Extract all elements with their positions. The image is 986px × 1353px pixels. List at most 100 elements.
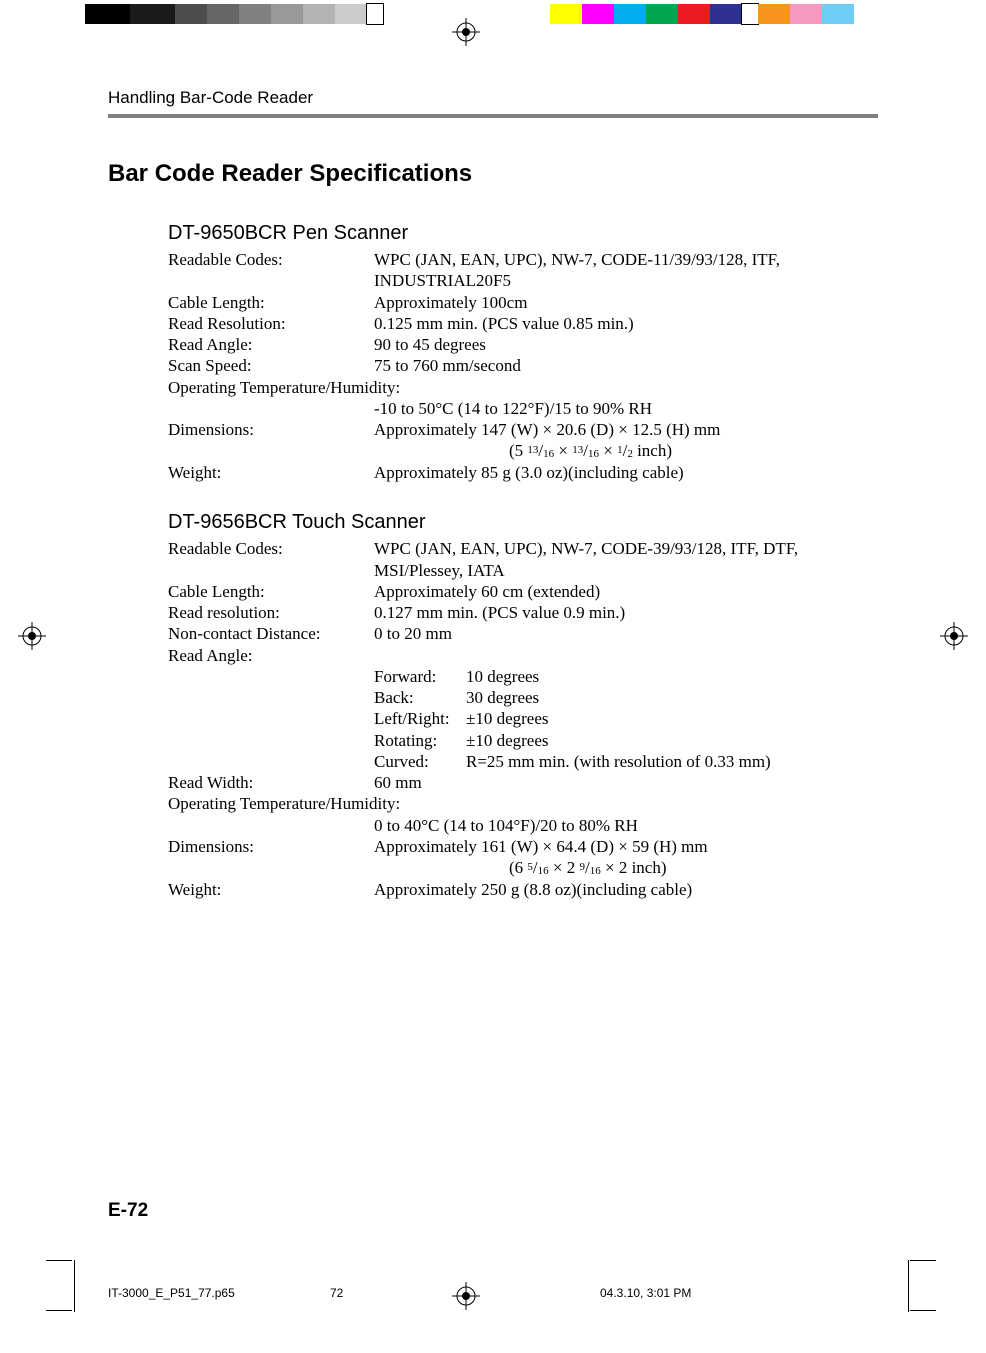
crop-mark (908, 1286, 909, 1312)
touch-readable-codes: WPC (JAN, EAN, UPC), NW-7, CODE-39/93/12… (374, 538, 878, 581)
label-noncontact: Non-contact Distance: (168, 623, 374, 644)
pen-dim-pre: (5 (509, 441, 527, 460)
touch-cable-length: Approximately 60 cm (extended) (374, 581, 878, 602)
pen-f2d: 16 (588, 448, 599, 460)
touch-noncontact: 0 to 20 mm (374, 623, 878, 644)
registration-mark-icon (452, 18, 480, 46)
touch-weight: Approximately 250 g (8.8 oz)(including c… (374, 879, 878, 900)
pen-dim-inch: (5 13/16 × 13/16 × 1/2 inch) (168, 440, 878, 462)
color-swatch (582, 4, 614, 24)
touch-f2d: 16 (590, 865, 601, 877)
touch-scanner-section: DT-9656BCR Touch Scanner Readable Codes:… (168, 511, 878, 900)
label-weight-2: Weight: (168, 879, 374, 900)
printer-color-bar (0, 4, 986, 24)
color-swatch (207, 4, 239, 24)
color-swatch (678, 4, 710, 24)
crop-mark (908, 1260, 909, 1286)
pen-dim-mid2: × (599, 441, 617, 460)
pen-readable-codes: WPC (JAN, EAN, UPC), NW-7, CODE-11/39/93… (374, 249, 878, 292)
angle-lr-k: Left/Right: (374, 708, 466, 729)
color-swatch (614, 4, 646, 24)
label-op-temp: Operating Temperature/Humidity: (168, 377, 878, 398)
angle-back-k: Back: (374, 687, 466, 708)
slug-timestamp: 04.3.10, 3:01 PM (600, 1286, 691, 1300)
running-head: Handling Bar-Code Reader (108, 88, 878, 108)
crop-mark (74, 1260, 75, 1286)
pen-dimensions: Approximately 147 (W) × 20.6 (D) × 12.5 … (374, 419, 878, 440)
pen-cable-length: Approximately 100cm (374, 292, 878, 313)
registration-mark-icon (452, 1282, 480, 1310)
color-swatch (175, 4, 207, 24)
slug-page: 72 (330, 1286, 343, 1300)
color-swatch (271, 4, 303, 24)
crop-mark (910, 1260, 936, 1261)
pen-op-temp: -10 to 50°C (14 to 122°F)/15 to 90% RH (168, 398, 878, 419)
pen-f1n: 13 (527, 444, 538, 456)
page-number: E-72 (108, 1200, 148, 1222)
angle-rot-k: Rotating: (374, 730, 466, 751)
color-swatch (550, 4, 582, 24)
pen-dim-mid1: × (554, 441, 572, 460)
touch-dim-mid2: × 2 inch) (601, 858, 667, 877)
crop-mark (74, 1286, 75, 1312)
pen-f1d: 16 (543, 448, 554, 460)
crop-mark (46, 1310, 72, 1311)
touch-f1d: 16 (538, 865, 549, 877)
angle-rot-v: ±10 degrees (466, 730, 878, 751)
color-swatch (710, 4, 742, 24)
angle-forward-v: 10 degrees (466, 666, 878, 687)
angle-curved-k: Curved: (374, 751, 466, 772)
pen-model: DT-9650BCR Pen Scanner (168, 222, 878, 245)
color-swatch (758, 4, 790, 24)
label-dimensions: Dimensions: (168, 419, 374, 440)
label-read-width: Read Width: (168, 772, 374, 793)
label-read-resolution: Read Resolution: (168, 313, 374, 334)
pen-f3n: 1 (617, 444, 623, 456)
color-swatch (85, 4, 130, 24)
angle-forward-k: Forward: (374, 666, 466, 687)
pen-f2n: 13 (572, 444, 583, 456)
touch-dim-inch: (6 5/16 × 2 9/16 × 2 inch) (168, 857, 878, 879)
pen-scanner-section: DT-9650BCR Pen Scanner Readable Codes: W… (168, 222, 878, 483)
touch-read-angle-label: Read Angle: (168, 645, 878, 666)
color-swatch (303, 4, 335, 24)
header-rule (108, 114, 878, 118)
crop-mark (910, 1310, 936, 1311)
label-cable-length-2: Cable Length: (168, 581, 374, 602)
touch-dim-pre: (6 (509, 858, 527, 877)
label-read-angle: Read Angle: (168, 334, 374, 355)
touch-read-resolution: 0.127 mm min. (PCS value 0.9 min.) (374, 602, 878, 623)
label-cable-length: Cable Length: (168, 292, 374, 313)
color-swatch (790, 4, 822, 24)
label-readable-codes: Readable Codes: (168, 249, 374, 292)
pen-read-angle: 90 to 45 degrees (374, 334, 878, 355)
touch-read-width: 60 mm (374, 772, 878, 793)
registration-mark-icon (940, 622, 968, 650)
label-op-temp-2: Operating Temperature/Humidity: (168, 793, 878, 814)
angle-lr-v: ±10 degrees (466, 708, 878, 729)
pen-weight: Approximately 85 g (3.0 oz)(including ca… (374, 462, 878, 483)
pen-scan-speed: 75 to 760 mm/second (374, 355, 878, 376)
page-title: Bar Code Reader Specifications (108, 160, 878, 188)
color-swatch (742, 4, 758, 24)
touch-dim-mid1: × 2 (549, 858, 580, 877)
color-swatch (130, 4, 175, 24)
crop-mark (46, 1260, 72, 1261)
touch-model: DT-9656BCR Touch Scanner (168, 511, 878, 534)
pen-read-resolution: 0.125 mm min. (PCS value 0.85 min.) (374, 313, 878, 334)
pen-dim-post: inch) (633, 441, 672, 460)
angle-back-v: 30 degrees (466, 687, 878, 708)
angle-curved-v: R=25 mm min. (with resolution of 0.33 mm… (466, 751, 878, 772)
label-scan-speed: Scan Speed: (168, 355, 374, 376)
color-swatch (335, 4, 367, 24)
label-weight: Weight: (168, 462, 374, 483)
color-swatch (239, 4, 271, 24)
label-readable-codes-2: Readable Codes: (168, 538, 374, 581)
page-content: Handling Bar-Code Reader Bar Code Reader… (108, 88, 878, 928)
color-swatch (367, 4, 383, 24)
color-swatch (822, 4, 854, 24)
registration-mark-icon (18, 622, 46, 650)
touch-f1n: 5 (527, 861, 533, 873)
slug-filename: IT-3000_E_P51_77.p65 (108, 1286, 235, 1300)
touch-op-temp: 0 to 40°C (14 to 104°F)/20 to 80% RH (168, 815, 878, 836)
